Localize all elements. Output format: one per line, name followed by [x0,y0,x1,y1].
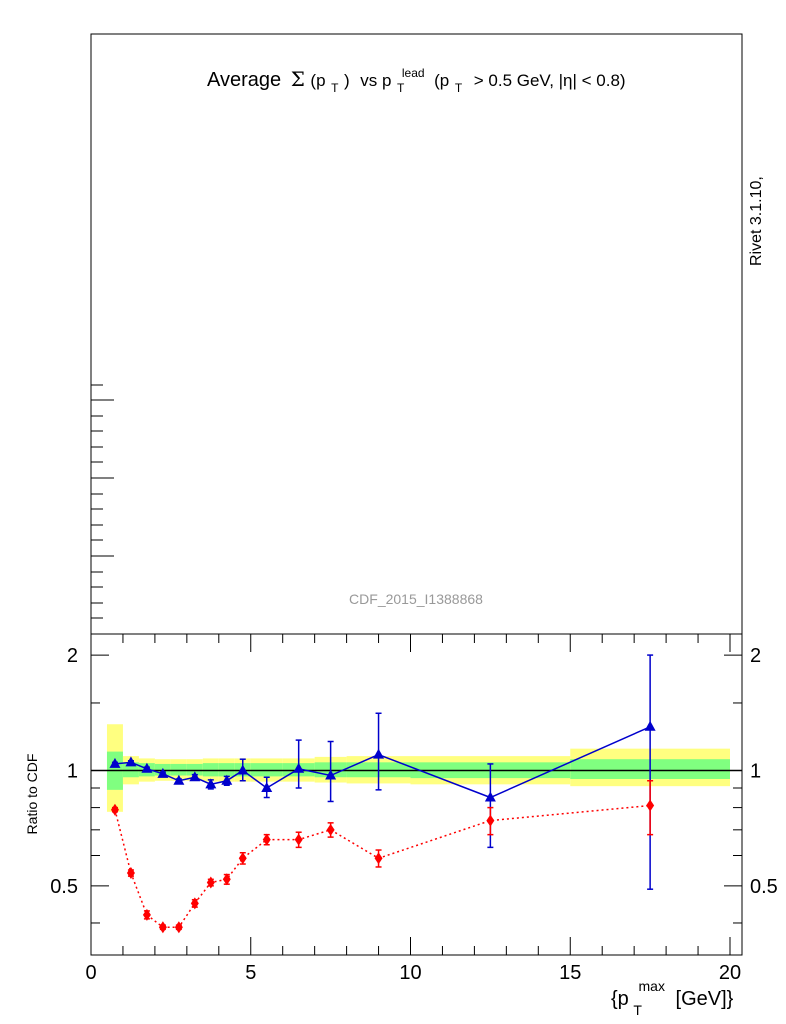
reference-uncertainty-bands [106,724,730,812]
x-axis-label-sup: max [639,978,665,994]
triangle-point [325,769,337,780]
x-axis-label-unit: [GeV]} [676,988,734,1010]
diamond-point [110,803,119,816]
title-vs-sup: lead [402,66,425,80]
title-vs-sub: T [397,81,405,95]
triangle-point [484,791,496,802]
diamond-point [142,908,151,921]
y-tick-label: 0.5 [50,876,78,898]
upper-panel-frame [90,33,743,635]
diamond-point [174,921,183,934]
ratio-axes [90,634,742,955]
title-sigma-arg-sub: T [331,81,339,95]
triangle-point [109,757,121,768]
x-axis-label: {p T max [GeV]} [611,974,734,1020]
y-tick-label: 2 [67,645,78,667]
triangle-point [293,762,305,773]
diamond-point [190,897,199,910]
y-axis-label: Ratio to CDF [24,754,40,835]
diamond-point [646,799,655,812]
title-cut: (p [434,71,449,90]
plot-title: Average Σ (p T ) vs p T lead (p T > 0.5 … [207,60,626,97]
diamond-point [486,814,495,827]
triangle-point [221,774,233,785]
x-tick-label: 20 [719,962,741,984]
diamond-point [206,876,215,889]
diamond-point [262,833,271,846]
y-tick-label: 1 [67,760,78,782]
rivet-version-text: Rivet 3.1.10, [748,176,765,266]
diamond-point [238,852,247,865]
title-prefix: Average [207,69,281,91]
triangle-point [644,720,656,731]
y-tick-label-right: 1 [750,760,761,782]
analysis-watermark: CDF_2015_I1388868 [349,591,483,607]
upper-panel-ticks [91,384,114,619]
x-tick-label: 0 [85,962,96,984]
diamond-point [222,873,231,886]
series-layer [109,654,656,934]
triangle-point [373,748,385,759]
x-tick-label: 5 [245,962,256,984]
diamond-point [326,823,335,836]
x-axis-label-sub: T [633,1002,642,1018]
triangle-point [157,767,169,778]
triangle-point [125,756,137,767]
y-tick-label-right: 2 [750,645,761,667]
x-axis-label-main: {p [611,988,629,1010]
triangle-point [189,771,201,782]
x-tick-label: 15 [559,962,581,984]
ratio-panel-frame [90,633,743,956]
diamond-point [126,867,135,880]
title-cut-rest: > 0.5 GeV, |η| < 0.8) [474,71,626,90]
series-line-diamond [114,804,651,928]
triangle-point [261,781,273,792]
title-sigma-arg-close: ) [344,71,350,90]
tick-labels: 0 5 10 15 20 0.5 0.5 1 1 2 2 [50,645,778,984]
y-tick-label-right: 0.5 [750,876,778,898]
triangle-point [205,778,217,789]
rivet-version-label: Rivet 3.1.10, [744,160,768,280]
triangle-point [237,764,249,775]
diamond-point [158,921,167,934]
title-vs: vs p [360,71,391,90]
x-tick-label: 10 [399,962,421,984]
diamond-point [294,833,303,846]
diamond-point [374,852,383,865]
triangle-point [173,774,185,785]
title-sigma: Σ [291,67,305,91]
title-sigma-arg: (p [310,71,325,90]
title-cut-sub: T [455,81,463,95]
triangle-point [141,762,153,773]
